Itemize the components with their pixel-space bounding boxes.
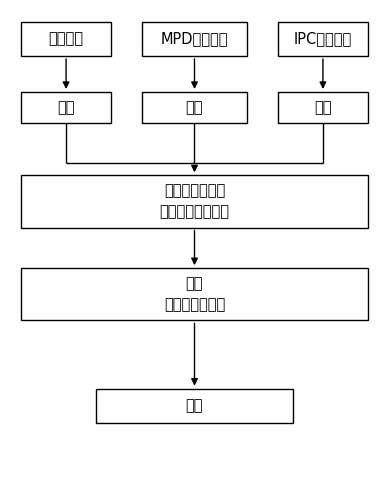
Text: 聚合
（聚合反应器）: 聚合 （聚合反应器）	[164, 276, 225, 312]
Bar	[21, 92, 112, 123]
Text: 计量: 计量	[186, 100, 203, 115]
Bar	[142, 22, 247, 56]
Bar	[142, 92, 247, 123]
Text: MPD（熔体）: MPD（熔体）	[161, 32, 228, 46]
Text: 混合及初步聚合
（双螺杆混合器）: 混合及初步聚合 （双螺杆混合器）	[159, 183, 230, 219]
Bar	[277, 22, 368, 56]
Bar	[96, 388, 293, 423]
Bar	[277, 92, 368, 123]
Bar	[21, 268, 368, 320]
Text: 计量: 计量	[314, 100, 332, 115]
Text: 计量: 计量	[57, 100, 75, 115]
Bar	[21, 175, 368, 228]
Text: 极性溶剂: 极性溶剂	[49, 32, 84, 46]
Bar	[21, 22, 112, 56]
Text: IPC（熔体）: IPC（熔体）	[294, 32, 352, 46]
Text: 存储: 存储	[186, 398, 203, 413]
